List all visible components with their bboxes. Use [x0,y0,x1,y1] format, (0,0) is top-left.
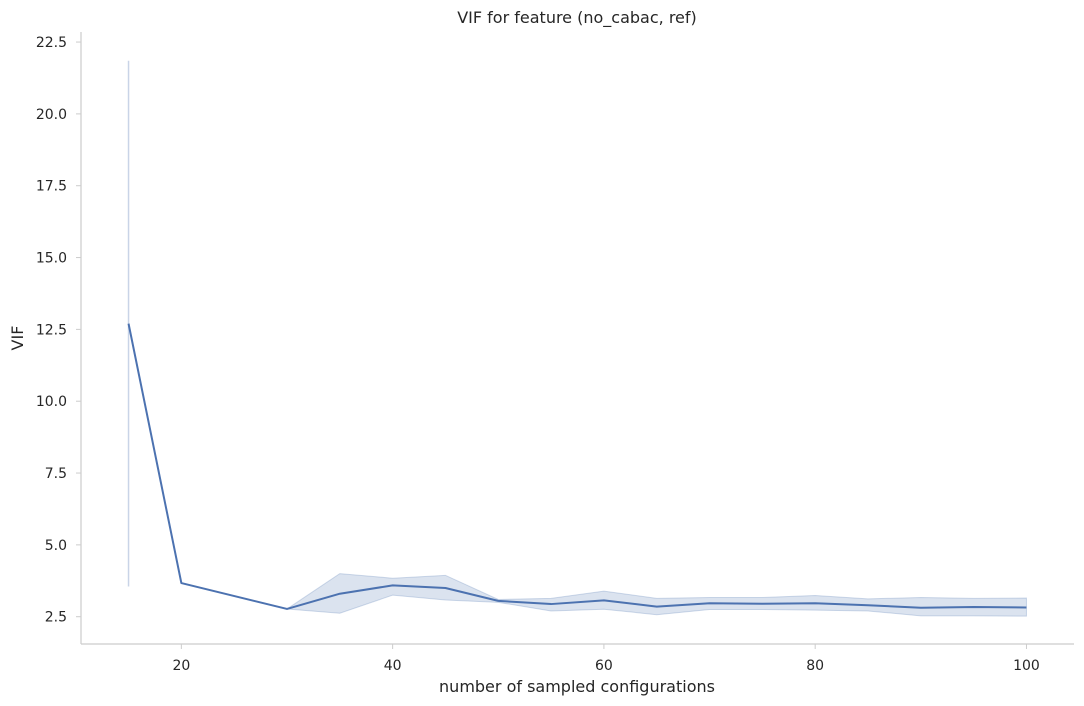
x-tick-label: 40 [384,658,402,674]
y-tick-label: 17.5 [36,179,67,195]
x-tick-label: 80 [806,658,824,674]
x-tick-label: 20 [172,658,190,674]
confidence-band [181,573,1027,617]
y-tick-label: 10.0 [36,394,67,410]
y-tick-label: 22.5 [36,35,67,51]
y-tick-labels: 2.5 5.0 7.5 10.0 12.5 15.0 17.5 20.0 22.5 [36,35,81,626]
x-tick-labels: 20 40 60 80 100 [172,644,1040,674]
y-tick-label: 15.0 [36,251,67,267]
y-tick-label: 5.0 [45,538,67,554]
y-tick-label: 2.5 [45,610,67,626]
x-tick-label: 100 [1013,658,1040,674]
y-tick-label: 7.5 [45,466,67,482]
y-tick-label: 20.0 [36,107,67,123]
y-axis-title: VIF [8,326,27,351]
x-tick-label: 60 [595,658,613,674]
plot-area [127,60,1027,617]
x-axis-title: number of sampled configurations [439,677,715,696]
y-tick-label: 12.5 [36,322,67,338]
vif-series-line [127,323,1027,610]
chart-title: VIF for feature (no_cabac, ref) [457,8,697,28]
